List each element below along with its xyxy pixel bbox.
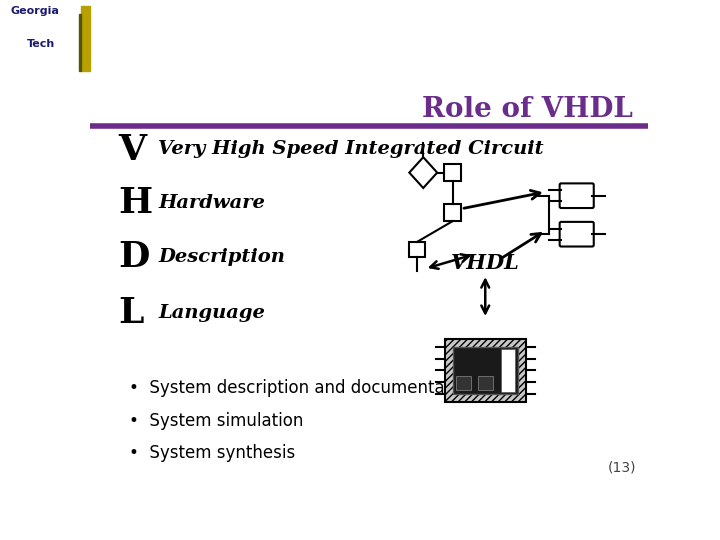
Text: Role of VHDL: Role of VHDL bbox=[422, 96, 632, 123]
Text: V: V bbox=[118, 132, 146, 166]
Bar bbox=[477, 376, 493, 390]
Text: Tech: Tech bbox=[27, 39, 55, 49]
Text: Description: Description bbox=[158, 248, 285, 266]
Bar bbox=[456, 376, 472, 390]
Text: Hardware: Hardware bbox=[158, 194, 265, 212]
Polygon shape bbox=[78, 14, 81, 71]
Text: •  System simulation: • System simulation bbox=[129, 411, 303, 429]
Bar bbox=[409, 242, 425, 257]
Bar bbox=[500, 349, 515, 392]
Text: (13): (13) bbox=[608, 461, 636, 475]
Bar bbox=[444, 204, 462, 221]
Bar bbox=[453, 347, 518, 394]
Text: Georgia: Georgia bbox=[10, 6, 59, 17]
Text: H: H bbox=[118, 186, 152, 220]
Bar bbox=[444, 164, 462, 181]
Text: VHDL: VHDL bbox=[451, 253, 520, 273]
Text: Language: Language bbox=[158, 303, 265, 322]
Text: D: D bbox=[118, 240, 149, 274]
Bar bbox=[445, 339, 526, 402]
Text: Very High Speed Integrated Circuit: Very High Speed Integrated Circuit bbox=[158, 140, 544, 159]
Polygon shape bbox=[81, 6, 91, 71]
Text: L: L bbox=[118, 296, 143, 330]
Text: •  System synthesis: • System synthesis bbox=[129, 444, 295, 462]
Text: •  System description and documentation: • System description and documentation bbox=[129, 379, 476, 397]
